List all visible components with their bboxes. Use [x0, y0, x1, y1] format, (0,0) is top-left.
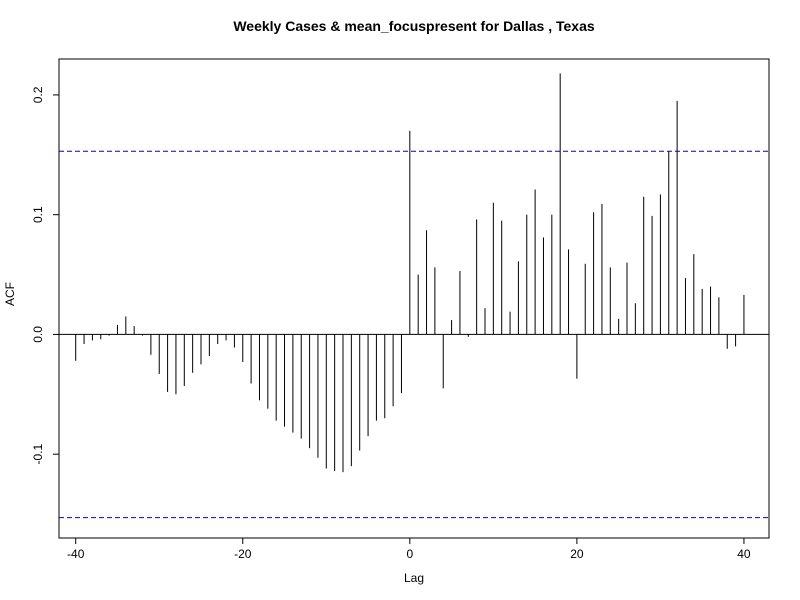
x-axis: -40 -20 0 20 40 — [67, 537, 751, 561]
y-axis-label: ACF — [3, 282, 17, 306]
y-tick-label: 0.0 — [31, 326, 45, 343]
x-axis-label: Lag — [404, 571, 424, 585]
x-tick-label: 40 — [737, 547, 751, 561]
x-tick-label: 20 — [570, 547, 584, 561]
plot-frame — [58, 58, 770, 539]
y-tick-label: 0.2 — [31, 86, 45, 103]
y-axis: -0.1 0.0 0.1 0.2 — [31, 86, 60, 465]
x-tick-label: 0 — [406, 547, 413, 561]
x-tick-label: -20 — [234, 547, 252, 561]
y-tick-label: -0.1 — [31, 444, 45, 465]
x-tick-label: -40 — [67, 547, 85, 561]
acf-bars — [75, 73, 745, 473]
chart-title: Weekly Cases & mean_focuspresent for Dal… — [233, 18, 595, 34]
y-tick-label: 0.1 — [31, 206, 45, 223]
